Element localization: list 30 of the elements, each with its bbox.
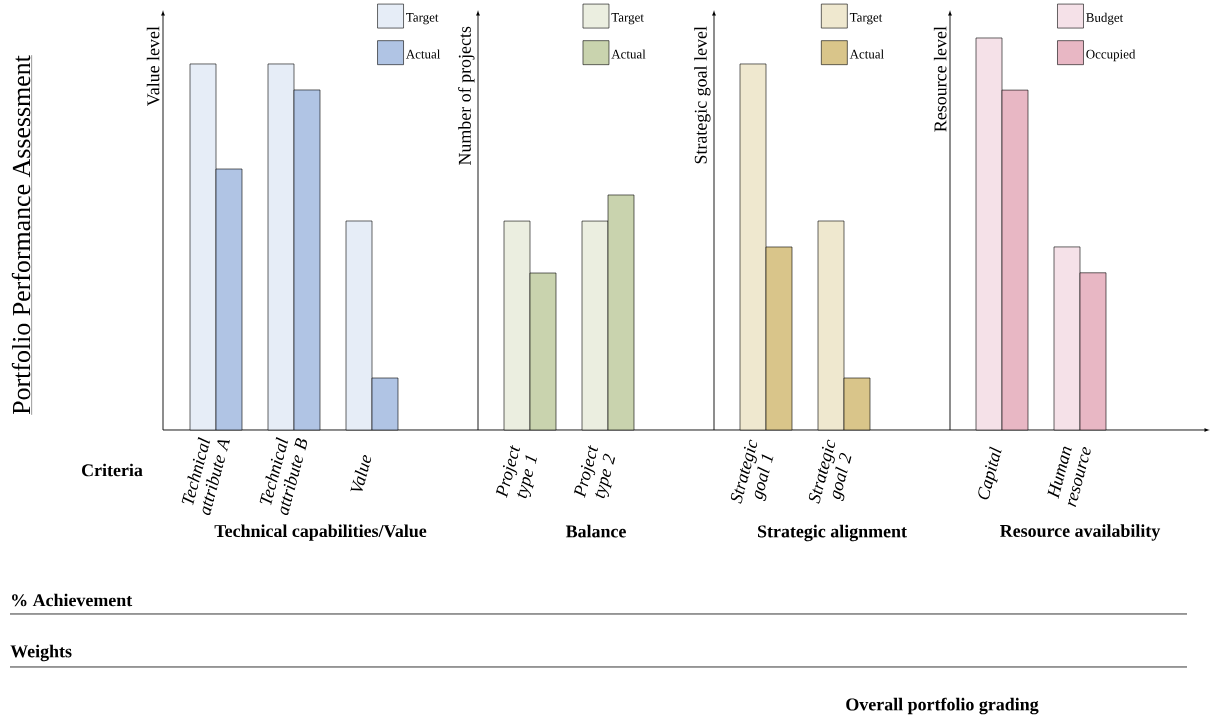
x-tick-label: Project type 1	[495, 445, 538, 499]
x-tick-label: Technical attribute A	[181, 437, 230, 516]
legend-label: Target	[849, 13, 883, 25]
x-tick-label: Strategic goal 1	[730, 439, 774, 504]
x-axis-title: Technical capabilities/Value	[214, 524, 427, 541]
x-axis-title: Strategic alignment	[758, 524, 907, 542]
text: Portfolio Performance Assessment	[11, 55, 31, 415]
legend-label: Actual	[849, 49, 884, 59]
text: Criteria	[82, 463, 143, 477]
legend-label: Target	[406, 13, 439, 25]
y-axis-title: Resource level	[933, 26, 947, 132]
x-tick-label: Strategic goal 2	[808, 439, 852, 504]
y-axis-title: Value level	[146, 26, 160, 107]
x-tick-label: Human resource	[1047, 446, 1091, 508]
x-tick-label: Technical attribute B	[259, 437, 307, 516]
x-axis-title: Resource availability	[1000, 524, 1161, 541]
text: Overall portfolio grading	[846, 697, 1039, 715]
y-axis-title: Number of projects	[458, 26, 475, 166]
legend-label: Actual	[405, 49, 441, 59]
legend-label: Occupied	[1086, 49, 1136, 62]
legend-label: Actual	[611, 49, 646, 59]
y-axis-title: Strategic goal level	[694, 26, 711, 164]
legend-label: Budget	[1086, 12, 1124, 25]
text: Weights	[10, 644, 72, 662]
x-tick-label: Capital	[978, 446, 1002, 500]
x-tick-label: Value	[350, 455, 371, 492]
x-axis-title: Balance	[565, 524, 626, 538]
text: % Achievement	[12, 593, 133, 607]
x-tick-label: Project type 2	[573, 445, 616, 499]
legend-label: Target	[611, 13, 644, 25]
